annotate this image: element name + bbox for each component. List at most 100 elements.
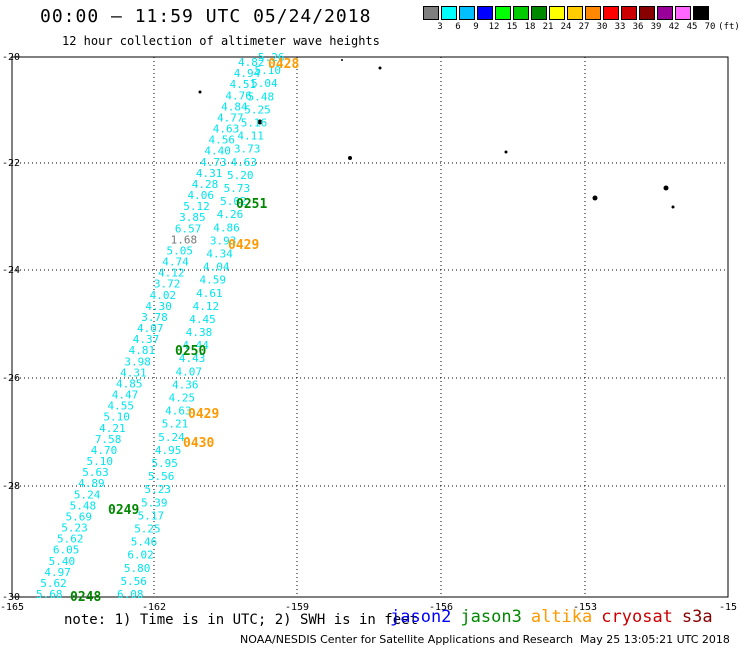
wave-height-value: 5.40 <box>49 555 76 568</box>
wave-height-value: 5.12 <box>183 200 210 213</box>
wave-height-value: 4.59 <box>200 274 227 287</box>
wave-height-value: 5.02 <box>220 195 247 208</box>
wave-height-value: 4.89 <box>78 477 105 490</box>
latitude-label: -20 <box>2 52 20 63</box>
wave-height-value: 3.98 <box>124 355 151 368</box>
latitude-label: -26 <box>2 373 20 384</box>
wave-height-value: 4.07 <box>137 322 164 335</box>
wave-height-value: 4.76 <box>225 89 252 102</box>
satellite-legend-item: altika <box>530 607 593 627</box>
wave-height-value: 5.62 <box>57 533 84 546</box>
credit-text: NOAA/NESDIS Center for Satellite Applica… <box>240 633 574 646</box>
wave-height-value: 5.56 <box>148 470 175 483</box>
color-swatch <box>441 6 457 20</box>
color-swatch <box>477 6 493 20</box>
wave-height-value: 4.43 <box>179 352 206 365</box>
wave-height-value: 6.05 <box>53 544 79 557</box>
wave-height-value: 4.21 <box>99 422 126 435</box>
pass-time-label: 0429 <box>228 238 259 253</box>
wave-height-value: 4.12 <box>158 267 185 280</box>
wave-height-value: 5.25 <box>134 523 161 536</box>
wave-height-value: 5.62 <box>40 577 66 590</box>
island-marker <box>671 205 675 209</box>
wave-height-value: 5.23 <box>61 522 88 535</box>
wave-height-value: 4.86 <box>213 221 240 234</box>
wave-height-value: 4.70 <box>91 444 118 457</box>
satellite-legend-item: s3a <box>681 607 713 627</box>
wave-height-value: 5.20 <box>227 169 254 182</box>
latitude-label: -28 <box>2 481 20 492</box>
island-marker <box>348 156 352 160</box>
color-scale-label: 9 <box>473 22 479 32</box>
wave-height-value: 4.56 <box>209 134 236 147</box>
wave-height-value: 5.80 <box>124 562 151 575</box>
wave-height-value: 5.56 <box>120 575 147 588</box>
island-marker <box>378 66 382 70</box>
wave-height-value: 4.06 <box>188 189 215 202</box>
wave-height-value: 4.61 <box>196 287 223 300</box>
color-scale-label: 30 <box>596 22 608 32</box>
longitude-label: -156 <box>429 602 453 613</box>
color-scale-unit: (ft) <box>718 22 740 32</box>
wave-height-value: 3.72 <box>154 278 181 291</box>
wave-height-value: 5.10 <box>103 411 130 424</box>
wave-height-value: 4.77 <box>217 111 244 124</box>
wave-height-value: 4.02 <box>150 289 177 302</box>
wave-height-value: 4.94 <box>234 67 261 80</box>
color-scale-label: 18 <box>524 22 536 32</box>
wave-height-value: 5.68 <box>36 588 63 601</box>
wave-height-value: 5.21 <box>162 418 189 431</box>
pass-time-label: 0249 <box>108 503 139 518</box>
wave-height-value: 6.57 <box>175 222 202 235</box>
color-scale-label: 42 <box>668 22 680 32</box>
satellite-legend-item: cryosat <box>601 607 673 627</box>
pass-time-label: 0428 <box>268 57 299 72</box>
satellite-legend-item: jason3 <box>460 607 522 627</box>
wave-height-value: 5.46 <box>131 536 158 549</box>
wave-height-value: 1.68 <box>171 233 198 246</box>
color-swatch <box>513 6 529 20</box>
wave-height-value: 5.48 <box>248 90 275 103</box>
wave-height-value: 4.74 <box>162 256 189 269</box>
generation-timestamp: May 25 13:05:21 UTC 2018 <box>580 633 730 646</box>
wave-height-value: 5.95 <box>151 457 178 470</box>
wave-height-value: 5.25 <box>244 103 271 116</box>
island-marker <box>504 150 508 154</box>
wave-height-value: 3.78 <box>141 311 168 324</box>
wave-height-value: 6.02 <box>127 549 154 562</box>
wave-height-value: 4.63 <box>165 405 192 418</box>
color-swatch <box>693 6 709 20</box>
wave-height-value: 4.31 <box>120 366 146 379</box>
wave-height-value: 4.95 <box>155 444 182 457</box>
wave-height-value: 4.38 <box>186 326 213 339</box>
units-note: note: 1) Time is in UTC; 2) SWH is in fe… <box>64 612 419 628</box>
longitude-label: -15 <box>719 602 737 613</box>
map-frame <box>11 56 729 598</box>
wave-height-value: 5.04 <box>251 77 278 90</box>
color-swatch <box>531 6 547 20</box>
wave-height-value: 4.30 <box>145 300 172 313</box>
wave-height-value: 5.23 <box>145 483 172 496</box>
color-swatch <box>423 6 439 20</box>
color-swatch <box>639 6 655 20</box>
wave-height-value: 4.55 <box>108 400 134 413</box>
wave-height-value: 5.69 <box>65 510 92 523</box>
island-marker <box>198 90 202 94</box>
color-scale-label: 33 <box>614 22 626 32</box>
satellite-legend: jason2 jason3 altika cryosat s3a <box>390 607 722 627</box>
color-scale-label: 39 <box>650 22 662 32</box>
island-marker <box>592 195 598 201</box>
color-swatch <box>675 6 691 20</box>
color-swatch <box>657 6 673 20</box>
color-scale-label: 24 <box>560 22 572 32</box>
wave-height-value: 4.12 <box>193 300 220 313</box>
wave-height-value: 5.26 <box>258 51 285 64</box>
color-swatch <box>549 6 565 20</box>
color-swatch <box>621 6 637 20</box>
wave-height-value: 4.34 <box>206 247 233 260</box>
wave-height-value: 5.10 <box>87 455 114 468</box>
wave-height-value: 5.63 <box>82 466 109 479</box>
color-swatch <box>585 6 601 20</box>
pass-time-label: 0251 <box>236 197 267 212</box>
wave-height-value: 5.48 <box>70 499 97 512</box>
